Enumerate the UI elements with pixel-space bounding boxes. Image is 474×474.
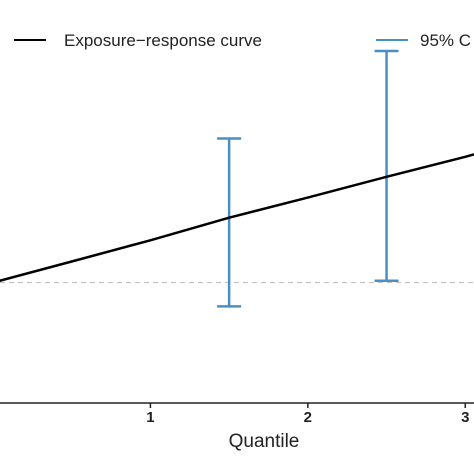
x-tick-label: 3 <box>461 409 469 426</box>
legend-label-ci: 95% C <box>420 31 471 50</box>
legend-label-curve: Exposure−response curve <box>64 31 262 50</box>
x-tick-label: 2 <box>304 409 312 426</box>
ci-error-bar <box>217 137 242 308</box>
legend: Exposure−response curve 95% C <box>14 31 471 50</box>
error-bars <box>217 49 399 308</box>
ci-error-bar <box>374 49 399 283</box>
x-axis-title: Quantile <box>229 431 300 452</box>
exposure-response-line <box>0 153 474 283</box>
x-axis-ticks: 1 2 3 <box>146 403 469 426</box>
x-tick-label: 1 <box>146 409 154 426</box>
